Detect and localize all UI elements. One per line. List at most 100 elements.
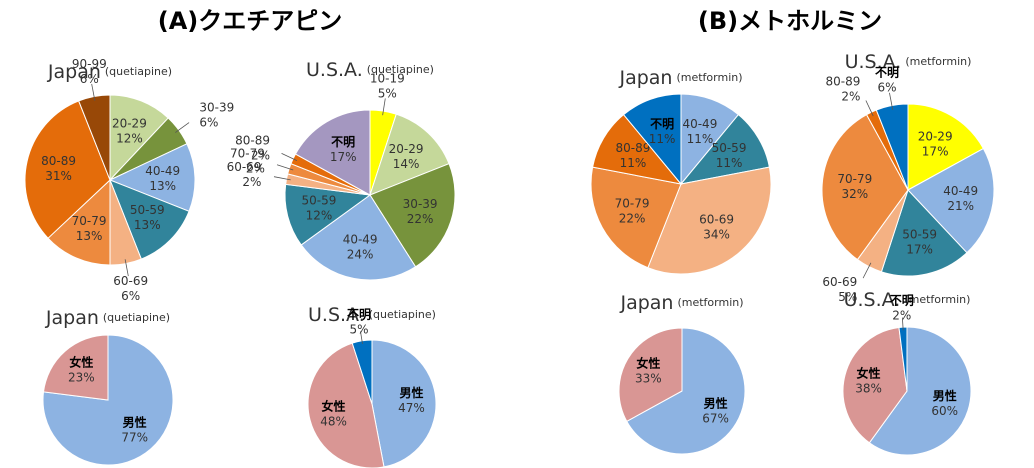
category-label: 20-29 bbox=[389, 142, 424, 156]
value-label: 5% bbox=[349, 322, 368, 336]
pie-slice bbox=[626, 327, 746, 455]
pie-slice bbox=[294, 109, 371, 196]
value-label: 12% bbox=[306, 209, 333, 223]
category-label: 50-59 bbox=[302, 194, 337, 208]
leader-line bbox=[901, 317, 904, 331]
category-label: 70-79 bbox=[72, 214, 107, 228]
subtitle: (metformin) bbox=[677, 296, 743, 309]
value-label: 6% bbox=[121, 289, 140, 303]
category-label: 女性 bbox=[636, 356, 660, 371]
pie-slice bbox=[42, 334, 109, 401]
value-label: 2% bbox=[246, 161, 265, 175]
value-label: 21% bbox=[947, 199, 974, 213]
pie-slice bbox=[618, 327, 683, 423]
value-label: 17% bbox=[922, 145, 949, 159]
heading: (A)クエチアピン bbox=[158, 7, 343, 35]
leader-line bbox=[360, 331, 363, 345]
pie-slice bbox=[868, 326, 972, 456]
leader-line bbox=[889, 92, 894, 110]
category-label: 20-29 bbox=[112, 117, 147, 131]
leader-line bbox=[276, 164, 294, 171]
value-label: 11% bbox=[649, 132, 676, 146]
category-label: 80-89 bbox=[616, 141, 651, 155]
pie-slice bbox=[47, 178, 111, 266]
value-label: 17% bbox=[906, 243, 933, 257]
category-label: 60-69 bbox=[822, 275, 857, 289]
chart-title: U.S.A. (quetiapine) bbox=[306, 59, 434, 81]
chart-title: U.S.A. (quetiapine) bbox=[308, 304, 436, 326]
category-label: 30-39 bbox=[199, 101, 234, 115]
category-label: 女性 bbox=[69, 354, 93, 369]
category-label: 不明 bbox=[890, 293, 914, 307]
subtitle: (quetiapine) bbox=[103, 311, 170, 324]
leader-line bbox=[865, 100, 874, 117]
category-label: 60-69 bbox=[113, 274, 148, 288]
chart-title: U.S.A. (metformin) bbox=[845, 51, 972, 73]
chart-title: U.S.A. (metformin) bbox=[844, 289, 971, 311]
pie-slice bbox=[821, 113, 909, 261]
category-label: 男性 bbox=[933, 388, 957, 403]
value-label: 11% bbox=[716, 156, 743, 170]
category-label: 90-99 bbox=[72, 57, 107, 71]
category-label: 女性 bbox=[857, 366, 881, 381]
value-label: 32% bbox=[841, 187, 868, 201]
chart-title: Japan (metformin) bbox=[618, 67, 742, 89]
leader-line bbox=[862, 262, 872, 279]
category-label: 50-59 bbox=[712, 141, 747, 155]
value-label: 11% bbox=[687, 132, 714, 146]
pie-slice bbox=[284, 183, 372, 246]
value-label: 24% bbox=[347, 247, 374, 261]
title: Japan bbox=[45, 307, 99, 329]
pie-slice bbox=[109, 179, 190, 260]
category-label: 80-89 bbox=[235, 133, 270, 147]
leader-line bbox=[175, 122, 190, 133]
leader-line bbox=[281, 153, 298, 161]
category-label: 男性 bbox=[123, 415, 147, 430]
category-label: 40-49 bbox=[943, 184, 978, 198]
title: U.S.A. bbox=[306, 59, 363, 81]
subtitle: (quetiapine) bbox=[367, 63, 434, 76]
value-label: 13% bbox=[76, 229, 103, 243]
subtitle: (quetiapine) bbox=[105, 65, 172, 78]
title: Japan bbox=[47, 61, 101, 83]
category-label: 不明 bbox=[331, 135, 355, 149]
pie-slice bbox=[842, 326, 908, 444]
value-label: 34% bbox=[703, 227, 730, 241]
value-label: 31% bbox=[45, 169, 72, 183]
category-label: 40-49 bbox=[343, 232, 378, 246]
pie-slice bbox=[300, 194, 417, 281]
pie-slice bbox=[42, 334, 174, 466]
pie-slice bbox=[371, 339, 437, 468]
pie-slice bbox=[108, 143, 196, 212]
category-label: 不明 bbox=[875, 66, 899, 80]
pie-slice bbox=[907, 103, 985, 191]
value-label: 14% bbox=[393, 157, 420, 171]
value-label: 2% bbox=[251, 148, 270, 162]
category-label: 70-79 bbox=[230, 146, 265, 160]
value-label: 60% bbox=[931, 404, 958, 418]
value-label: 5% bbox=[838, 290, 857, 304]
category-label: 60-69 bbox=[699, 212, 734, 226]
value-label: 38% bbox=[855, 382, 882, 396]
pie-slice bbox=[880, 189, 968, 277]
pie-slice bbox=[369, 163, 456, 268]
value-label: 2% bbox=[892, 308, 911, 322]
heading: (B)メトホルミン bbox=[698, 7, 882, 35]
pie-slice bbox=[24, 100, 111, 239]
value-label: 33% bbox=[635, 372, 662, 386]
pie-slice bbox=[647, 166, 772, 275]
pie-slice bbox=[307, 342, 385, 468]
value-label: 5% bbox=[378, 86, 397, 100]
value-label: 6% bbox=[80, 72, 99, 86]
leader-line bbox=[273, 176, 291, 181]
title: U.S.A. bbox=[308, 304, 365, 326]
value-label: 22% bbox=[407, 212, 434, 226]
subtitle: (metformin) bbox=[904, 293, 970, 306]
title: U.S.A. bbox=[845, 51, 902, 73]
leader-line bbox=[91, 83, 96, 101]
category-label: 50-59 bbox=[130, 203, 165, 217]
category-label: 30-39 bbox=[403, 197, 438, 211]
value-label: 67% bbox=[702, 411, 729, 425]
leader-line bbox=[124, 259, 129, 277]
category-label: 男性 bbox=[704, 395, 728, 410]
